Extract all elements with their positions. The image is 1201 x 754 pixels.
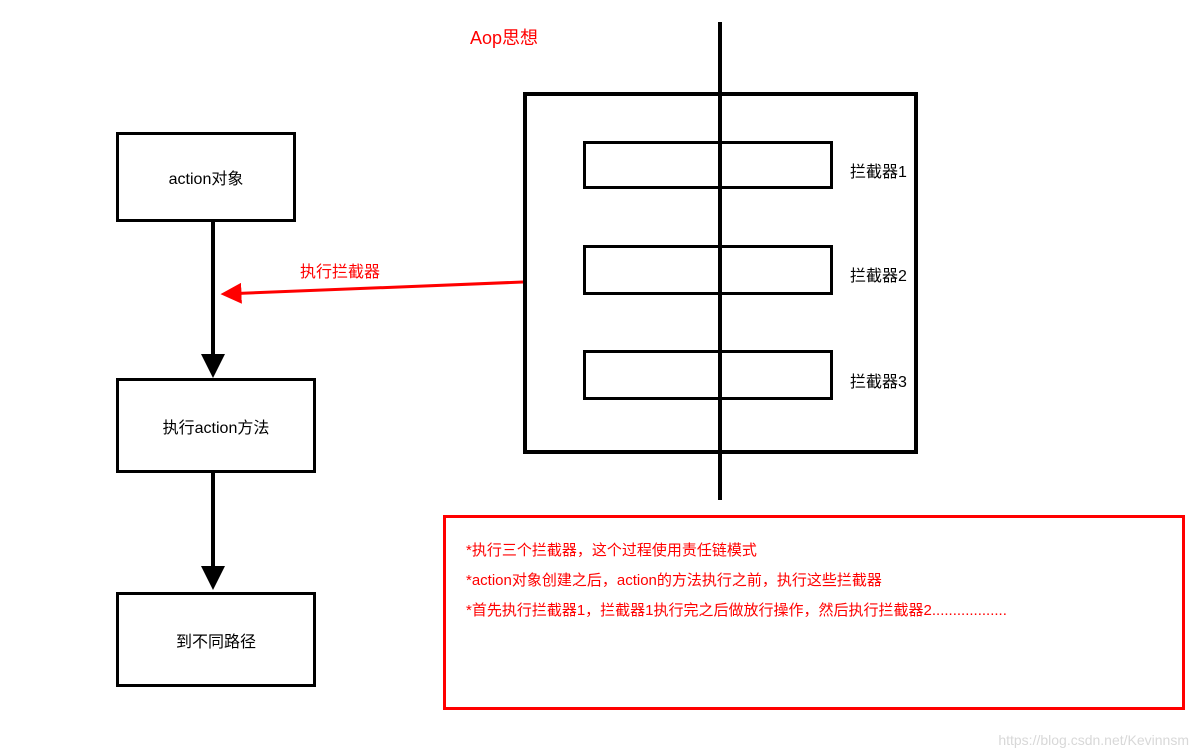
note-box: *执行三个拦截器，这个过程使用责任链模式 *action对象创建之后，actio…	[443, 515, 1185, 710]
interceptor-label-1: 拦截器1	[850, 158, 907, 182]
interceptor-label-2: 拦截器2	[850, 262, 907, 286]
node-action-object-label: action对象	[169, 165, 244, 189]
note-line-1: *执行三个拦截器，这个过程使用责任链模式	[466, 536, 1162, 566]
watermark: https://blog.csdn.net/Kevinnsm	[998, 732, 1189, 748]
interceptor-box-2	[583, 245, 833, 295]
node-to-path-label: 到不同路径	[176, 628, 256, 652]
interceptor-box-1	[583, 141, 833, 189]
interceptor-box-3	[583, 350, 833, 400]
exec-interceptor-label: 执行拦截器	[300, 258, 380, 282]
node-to-path: 到不同路径	[116, 592, 316, 687]
node-exec-action: 执行action方法	[116, 378, 316, 473]
interceptor-label-3: 拦截器3	[850, 368, 907, 392]
node-exec-action-label: 执行action方法	[163, 414, 270, 438]
aop-title-label: Aop思想	[470, 24, 538, 50]
note-line-3: *首先执行拦截器1，拦截器1执行完之后做放行操作，然后执行拦截器2.......…	[466, 596, 1162, 626]
node-action-object: action对象	[116, 132, 296, 222]
note-line-2: *action对象创建之后，action的方法执行之前，执行这些拦截器	[466, 566, 1162, 596]
red-arrow	[224, 282, 523, 294]
